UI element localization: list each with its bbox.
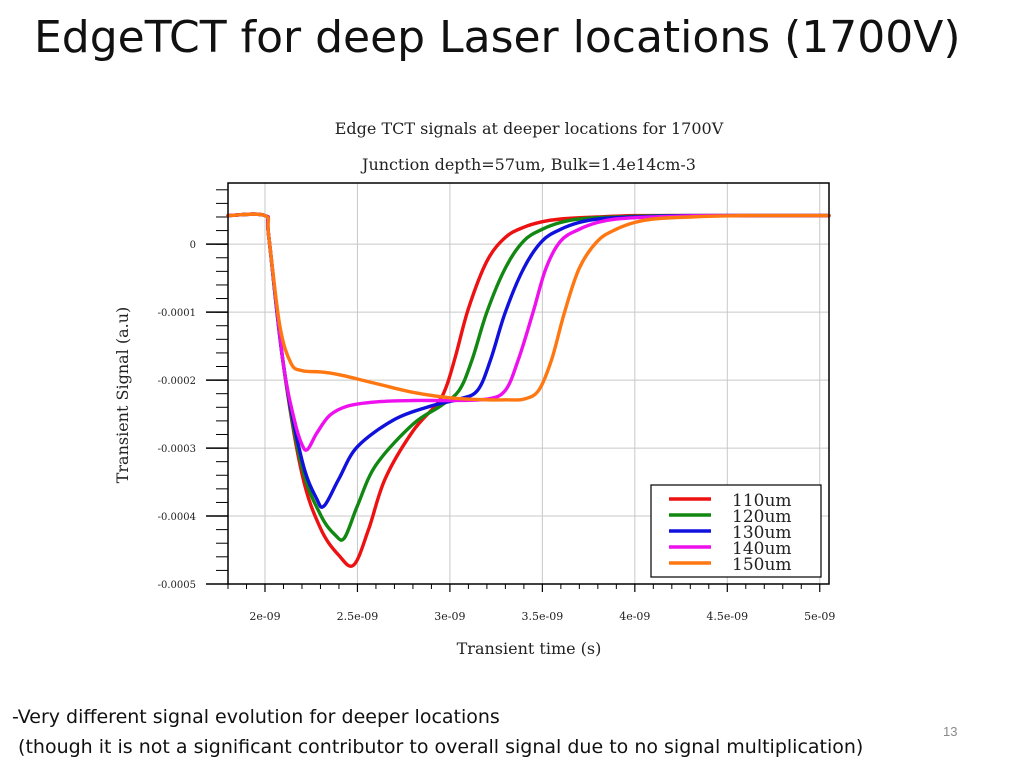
series-layer — [226, 212, 831, 568]
grid-lines — [228, 183, 829, 585]
x-axis-label: Transient time (s) — [457, 639, 602, 658]
legend-label-120um: 120um — [732, 507, 792, 527]
slide-title: EdgeTCT for deep Laser locations (1700V) — [34, 12, 961, 63]
legend-label-130um: 130um — [732, 523, 792, 543]
x-tick-labels: 2e-09 2.5e-09 3e-09 3.5e-09 4e-09 4.5e-09 5e-0… — [249, 610, 835, 623]
legend-label-110um: 110um — [732, 491, 792, 511]
series-line-130um — [226, 212, 831, 509]
legend-label-140um: 140um — [732, 539, 792, 559]
chart-title: Edge TCT signals at deeper locations for… — [335, 119, 724, 138]
minor-ticks — [206, 189, 821, 592]
x-tick-label: 4e-09 — [619, 610, 650, 623]
series-line-140um — [226, 212, 831, 452]
x-tick-label: 5e-09 — [804, 610, 835, 623]
x-tick-label: 2e-09 — [249, 610, 280, 623]
y-tick-label: -0.0003 — [158, 444, 196, 455]
y-tick-label: -0.0002 — [158, 376, 196, 387]
x-tick-label: 2.5e-09 — [337, 610, 379, 623]
x-tick-label: 4.5e-09 — [706, 610, 748, 623]
y-tick-label: 0 — [190, 240, 196, 251]
plot-frame — [227, 182, 830, 585]
x-tick-label: 3.5e-09 — [522, 610, 564, 623]
y-axis-label: Transient Signal (a.u) — [113, 307, 132, 484]
caption-line-2: (though it is not a significant contribu… — [12, 736, 864, 758]
y-tick-label: -0.0005 — [158, 580, 196, 591]
chart-subtitle: Junction depth=57um, Bulk=1.4e14cm-3 — [360, 155, 696, 174]
series-line-150um — [226, 212, 831, 402]
y-tick-label: -0.0004 — [158, 512, 196, 523]
slide-number: 13 — [943, 724, 958, 739]
legend-label-150um: 150um — [732, 555, 792, 575]
y-tick-labels: 0 -0.0001 -0.0002 -0.0003 -0.0004 -0.0005 — [158, 240, 196, 591]
y-tick-label: -0.0001 — [158, 308, 196, 319]
x-tick-label: 3e-09 — [434, 610, 465, 623]
caption-line-1: -Very different signal evolution for dee… — [12, 706, 500, 728]
